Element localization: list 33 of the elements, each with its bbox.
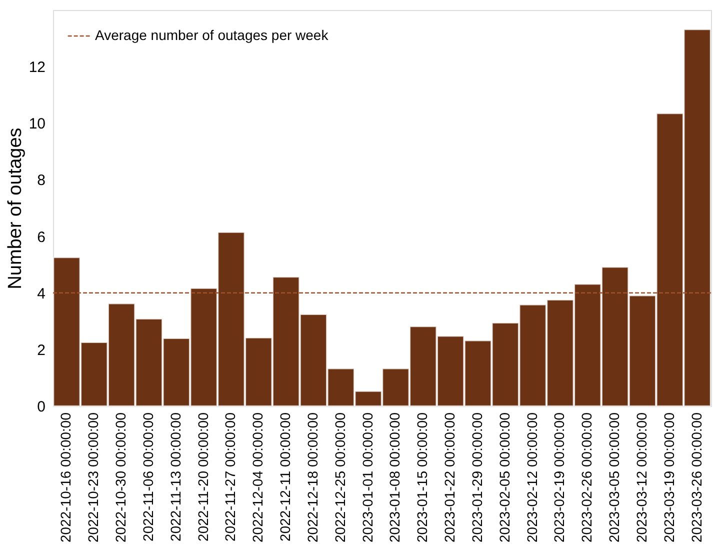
x-tick-label: 2023-02-05 00:00:00 <box>496 412 512 542</box>
x-tick-label: 2022-10-16 00:00:00 <box>58 412 74 542</box>
y-axis-title: Number of outages <box>4 128 26 290</box>
x-tick-label: 2023-03-26 00:00:00 <box>688 412 704 542</box>
x-tick-label: 2023-02-12 00:00:00 <box>524 412 540 542</box>
y-tick-label: 10 <box>28 116 46 133</box>
x-tick-label: 2022-10-30 00:00:00 <box>112 412 129 542</box>
x-tick-label: 2022-10-23 00:00:00 <box>85 412 102 542</box>
y-tick-label: 4 <box>37 285 46 302</box>
x-tick-label: 2022-11-13 00:00:00 <box>167 412 184 542</box>
x-tick-label: 2022-12-04 00:00:00 <box>250 412 266 542</box>
y-tick-label: 6 <box>37 228 46 246</box>
x-tick-label: 2023-02-19 00:00:00 <box>551 412 568 542</box>
x-tick-label: 2023-01-01 00:00:00 <box>359 412 376 542</box>
y-tick-label: 12 <box>28 59 46 76</box>
x-tick-label: 2022-12-18 00:00:00 <box>304 412 320 542</box>
x-tick-label: 2022-12-25 00:00:00 <box>332 412 348 542</box>
y-tick-label: 2 <box>37 342 46 359</box>
y-tick-label: 0 <box>37 398 46 416</box>
x-tick-label: 2022-11-06 00:00:00 <box>140 412 156 542</box>
x-tick-label: 2023-01-15 00:00:00 <box>414 412 430 542</box>
x-tick-label: 2022-11-27 00:00:00 <box>222 412 238 542</box>
x-tick-label: 2023-01-22 00:00:00 <box>442 412 458 542</box>
x-tick-label: 2023-03-05 00:00:00 <box>606 412 622 542</box>
legend-label: Average number of outages per week <box>95 27 330 43</box>
x-tick-label: 2023-01-08 00:00:00 <box>386 412 403 542</box>
x-tick-label: 2022-11-20 00:00:00 <box>194 412 211 542</box>
x-tick-label: 2023-02-26 00:00:00 <box>578 412 595 542</box>
x-tick-label: 2022-12-11 00:00:00 <box>277 412 294 542</box>
x-tick-label: 2023-03-12 00:00:00 <box>633 412 650 542</box>
x-tick-label: 2023-03-19 00:00:00 <box>660 412 677 542</box>
x-tick-label: 2023-01-29 00:00:00 <box>468 412 485 542</box>
y-tick-label: 8 <box>37 172 46 190</box>
